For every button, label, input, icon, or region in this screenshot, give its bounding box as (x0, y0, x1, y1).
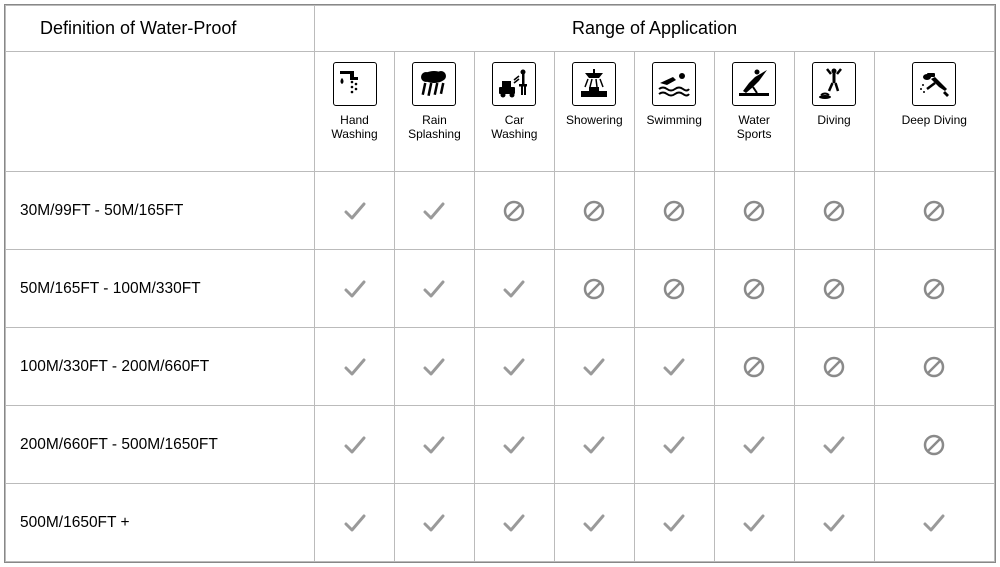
check-icon (394, 328, 474, 406)
depth-label: 30M/99FT - 50M/165FT (6, 172, 315, 250)
check-icon (634, 328, 714, 406)
check-icon (315, 328, 395, 406)
check-icon (315, 250, 395, 328)
check-icon (474, 484, 554, 562)
range-header: Range of Application (315, 6, 995, 52)
activity-label: Swimming (639, 114, 710, 128)
prohibit-icon (794, 172, 874, 250)
activity-header-car-washing: CarWashing (474, 52, 554, 172)
car-washing-icon (492, 62, 536, 106)
check-icon (714, 484, 794, 562)
prohibit-icon (554, 172, 634, 250)
prohibit-icon (714, 328, 794, 406)
prohibit-icon (474, 172, 554, 250)
activity-header-water-sports: WaterSports (714, 52, 794, 172)
depth-label: 50M/165FT - 100M/330FT (6, 250, 315, 328)
activity-label: RainSplashing (399, 114, 470, 142)
table-row: 200M/660FT - 500M/1650FT (6, 406, 995, 484)
check-icon (554, 484, 634, 562)
depth-label: 200M/660FT - 500M/1650FT (6, 406, 315, 484)
table-row: 100M/330FT - 200M/660FT (6, 328, 995, 406)
prohibit-icon (714, 172, 794, 250)
check-icon (474, 406, 554, 484)
activity-header-rain-splashing: RainSplashing (394, 52, 474, 172)
swimming-icon (652, 62, 696, 106)
activity-label: CarWashing (479, 114, 550, 142)
check-icon (554, 406, 634, 484)
diving-icon (812, 62, 856, 106)
activity-label: WaterSports (719, 114, 790, 142)
hand-washing-icon (333, 62, 377, 106)
check-icon (714, 406, 794, 484)
prohibit-icon (794, 250, 874, 328)
rain-splashing-icon (412, 62, 456, 106)
activity-label: Deep Diving (879, 114, 990, 128)
activity-header-hand-washing: HandWashing (315, 52, 395, 172)
prohibit-icon (874, 406, 994, 484)
waterproof-table: Definition of Water-Proof Range of Appli… (5, 5, 995, 562)
blank-header (6, 52, 315, 172)
showering-icon (572, 62, 616, 106)
activity-label: Diving (799, 114, 870, 128)
prohibit-icon (634, 172, 714, 250)
check-icon (634, 406, 714, 484)
prohibit-icon (874, 328, 994, 406)
check-icon (874, 484, 994, 562)
check-icon (315, 406, 395, 484)
prohibit-icon (874, 172, 994, 250)
deep-diving-icon (912, 62, 956, 106)
depth-label: 500M/1650FT + (6, 484, 315, 562)
table-row: 50M/165FT - 100M/330FT (6, 250, 995, 328)
prohibit-icon (794, 328, 874, 406)
table-body: 30M/99FT - 50M/165FT50M/165FT - 100M/330… (6, 172, 995, 562)
table-row: 30M/99FT - 50M/165FT (6, 172, 995, 250)
header-row-1: Definition of Water-Proof Range of Appli… (6, 6, 995, 52)
check-icon (794, 406, 874, 484)
check-icon (394, 484, 474, 562)
prohibit-icon (634, 250, 714, 328)
check-icon (554, 328, 634, 406)
check-icon (315, 484, 395, 562)
depth-label: 100M/330FT - 200M/660FT (6, 328, 315, 406)
check-icon (315, 172, 395, 250)
check-icon (394, 250, 474, 328)
check-icon (474, 328, 554, 406)
prohibit-icon (874, 250, 994, 328)
check-icon (794, 484, 874, 562)
table-row: 500M/1650FT + (6, 484, 995, 562)
check-icon (394, 172, 474, 250)
definition-header: Definition of Water-Proof (6, 6, 315, 52)
header-row-activities: HandWashing RainSplashing CarWashing Shower… (6, 52, 995, 172)
activity-header-deep-diving: Deep Diving (874, 52, 994, 172)
activity-header-showering: Showering (554, 52, 634, 172)
check-icon (634, 484, 714, 562)
activity-label: Showering (559, 114, 630, 128)
check-icon (474, 250, 554, 328)
water-sports-icon (732, 62, 776, 106)
prohibit-icon (554, 250, 634, 328)
activity-label: HandWashing (319, 114, 390, 142)
activity-header-diving: Diving (794, 52, 874, 172)
prohibit-icon (714, 250, 794, 328)
activity-header-swimming: Swimming (634, 52, 714, 172)
waterproof-table-container: Definition of Water-Proof Range of Appli… (4, 4, 996, 563)
check-icon (394, 406, 474, 484)
